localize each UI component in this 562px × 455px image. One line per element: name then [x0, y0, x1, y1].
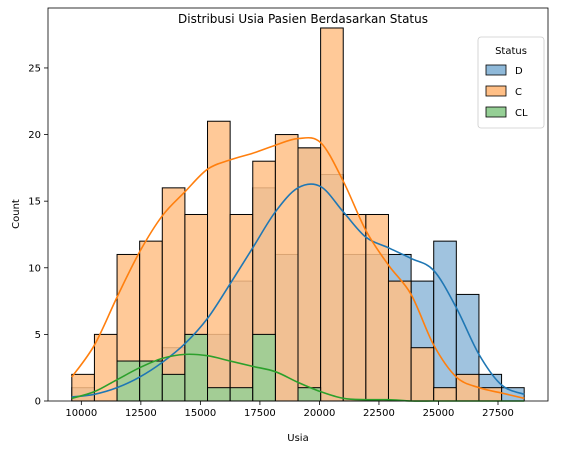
x-tick-label: 20000 — [304, 408, 336, 419]
y-tick-label: 5 — [35, 330, 41, 341]
x-tick-label: 12500 — [125, 408, 157, 419]
x-tick-label: 10000 — [65, 408, 97, 419]
bar-cl-5 — [184, 333, 209, 402]
kde-line-d — [71, 183, 525, 398]
bar-c-18 — [478, 387, 503, 402]
y-axis-label: Count — [11, 199, 22, 229]
y-tick-label: 15 — [28, 197, 41, 208]
bar-c-17 — [455, 373, 480, 402]
chart-title: Distribusi Usia Pasien Berdasarkan Statu… — [178, 12, 428, 26]
x-axis: 10000 12500 15000 17500 20000 22500 25000 27500 — [65, 401, 514, 419]
legend-swatch-c — [485, 85, 507, 97]
bar-cl-4 — [161, 373, 186, 402]
legend-label-cl: CL — [515, 108, 528, 119]
bars-group — [71, 27, 525, 402]
y-tick-label: 20 — [28, 130, 41, 141]
x-tick-label: 15000 — [184, 408, 216, 419]
x-tick-label: 17500 — [244, 408, 276, 419]
x-axis-label: Usia — [287, 433, 308, 444]
legend-swatch-cl — [485, 106, 507, 118]
plot-frame — [47, 7, 549, 402]
bar-c-12 — [342, 213, 367, 402]
bar-c-11 — [320, 27, 344, 402]
bar-c-14 — [387, 280, 412, 402]
bar-cl-7 — [229, 387, 254, 402]
y-tick-label: 10 — [28, 263, 41, 274]
y-tick-label: 25 — [28, 63, 41, 74]
bar-c-4 — [161, 187, 186, 402]
bar-c-7 — [229, 213, 254, 402]
legend-label-c: C — [515, 87, 522, 98]
legend-box — [477, 36, 545, 129]
legend: Status DC CL — [477, 36, 545, 129]
bar-c-16 — [433, 387, 457, 402]
legend-swatch-d — [485, 64, 507, 76]
y-axis: 0 5 10 15 20 25 — [28, 63, 48, 408]
x-tick-label: 22500 — [363, 408, 395, 419]
bar-cl-2 — [116, 360, 141, 402]
bar-c-15 — [410, 347, 435, 402]
y-tick-label: 0 — [35, 397, 41, 408]
bar-d-16 — [433, 240, 457, 402]
bar-cl-6 — [207, 387, 231, 402]
x-tick-label: 27500 — [482, 408, 514, 419]
x-tick-label: 25000 — [423, 408, 455, 419]
kde-line-c — [71, 136, 525, 400]
legend-title: Status — [495, 46, 527, 57]
bar-c-9 — [274, 134, 299, 402]
legend-label-d: D — [515, 66, 523, 77]
bar-cl-3 — [139, 360, 163, 402]
